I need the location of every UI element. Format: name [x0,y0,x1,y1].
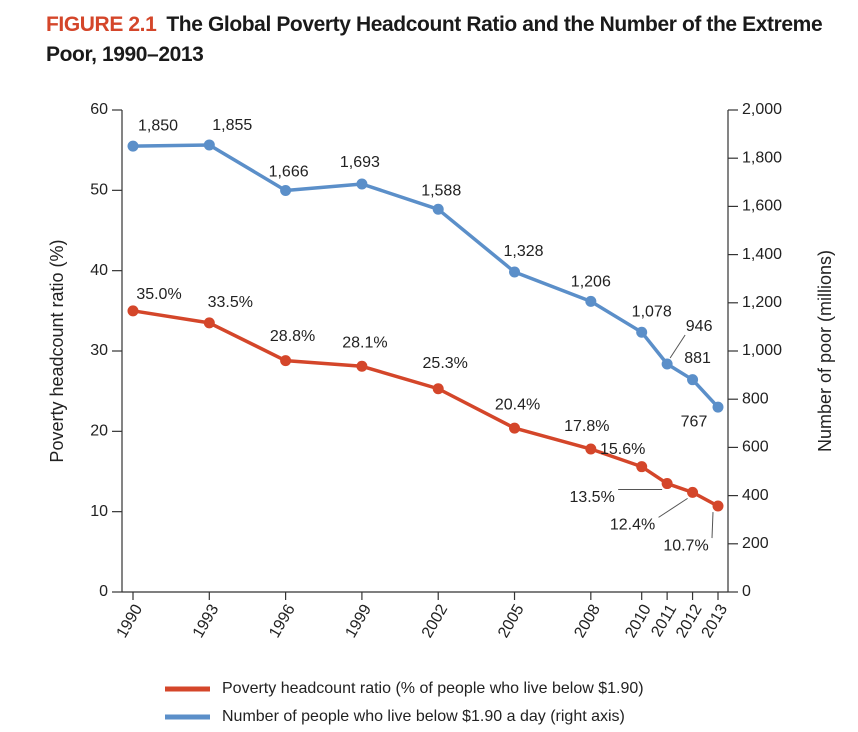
data-point [432,203,444,215]
y-tick-label: 0 [99,583,108,600]
y-tick-label: 20 [90,423,108,440]
y-tick-label: 50 [90,182,108,199]
data-label: 12.4% [610,517,655,534]
y2-tick-label: 0 [742,583,751,600]
data-label: 13.5% [569,489,614,506]
x-tick-label: 1996 [266,602,299,641]
x-tick-label: 2010 [622,602,655,641]
data-label: 1,328 [503,243,543,260]
data-label: 1,855 [212,117,252,134]
data-point [203,317,215,329]
y2-tick-label: 1,200 [742,294,782,311]
data-point [585,295,597,307]
data-label: 881 [684,350,711,367]
data-point [636,461,648,473]
data-label: 33.5% [208,294,253,311]
data-point [585,443,597,455]
data-label: 946 [686,318,713,335]
data-point [712,401,724,413]
x-tick-label: 1990 [114,602,147,641]
legend-label: Number of people who live below $1.90 a … [222,708,625,725]
data-point [203,139,215,151]
y2-tick-label: 1,000 [742,342,782,359]
data-label: 10.7% [663,537,708,554]
legend-label: Poverty headcount ratio (% of people who… [222,680,644,697]
data-point [432,383,444,395]
data-label: 28.8% [270,328,315,345]
series-line [132,309,719,508]
y-tick-label: 60 [90,101,108,118]
data-label: 767 [681,413,708,430]
x-tick-label: 1999 [343,602,376,641]
y2-tick-label: 400 [742,487,769,504]
data-label: 20.4% [495,396,540,413]
data-label: 25.3% [423,355,468,372]
leader-line [669,334,686,359]
chart-title: The Global Poverty Headcount Ratio and t… [46,13,823,66]
data-point [687,374,699,386]
data-label: 1,206 [571,274,611,291]
y-tick-label: 10 [90,503,108,520]
y2-tick-label: 1,800 [742,149,782,166]
leader-line [711,512,714,539]
data-label: 35.0% [136,286,181,303]
data-point [127,305,139,317]
data-point [356,360,368,372]
y-tick-label: 30 [90,342,108,359]
y2-tick-label: 800 [742,390,769,407]
data-label: 15.6% [600,441,645,458]
data-point [127,140,139,152]
data-point [509,266,521,278]
data-point [280,355,292,367]
x-tick-label: 1993 [190,602,223,641]
data-label: 1,693 [340,154,380,171]
y-tick-label: 40 [90,262,108,279]
y2-tick-label: 600 [742,439,769,456]
figure-label: FIGURE 2.1 [46,13,157,36]
data-label: 1,588 [421,183,461,200]
data-point [356,178,368,190]
data-point [687,486,699,498]
x-tick-label: 2013 [699,602,732,641]
data-label: 1,850 [138,117,178,134]
x-tick-label: 2002 [419,602,452,641]
data-point [712,500,724,512]
data-point [661,358,673,370]
data-point [280,184,292,196]
y2-axis-label: Number of poor (millions) [815,250,835,452]
y2-tick-label: 200 [742,535,769,552]
y-axis-label: Poverty headcount ratio (%) [47,239,67,462]
leader-line [658,497,688,518]
data-label: 1,666 [269,164,309,181]
x-tick-label: 2012 [673,602,706,641]
data-label: 17.8% [564,418,609,435]
y2-tick-label: 1,400 [742,246,782,263]
data-point [661,478,673,490]
y2-tick-label: 2,000 [742,101,782,118]
data-label: 28.1% [342,334,387,351]
x-tick-label: 2005 [495,602,528,641]
title-block: FIGURE 2.1 The Global Poverty Headcount R… [46,10,846,70]
x-tick-label: 2008 [571,602,604,641]
data-label: 1,078 [632,303,672,320]
data-point [509,422,521,434]
data-point [636,326,648,338]
y2-tick-label: 1,600 [742,198,782,215]
